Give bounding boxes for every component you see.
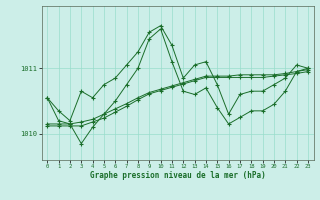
X-axis label: Graphe pression niveau de la mer (hPa): Graphe pression niveau de la mer (hPa) <box>90 171 266 180</box>
